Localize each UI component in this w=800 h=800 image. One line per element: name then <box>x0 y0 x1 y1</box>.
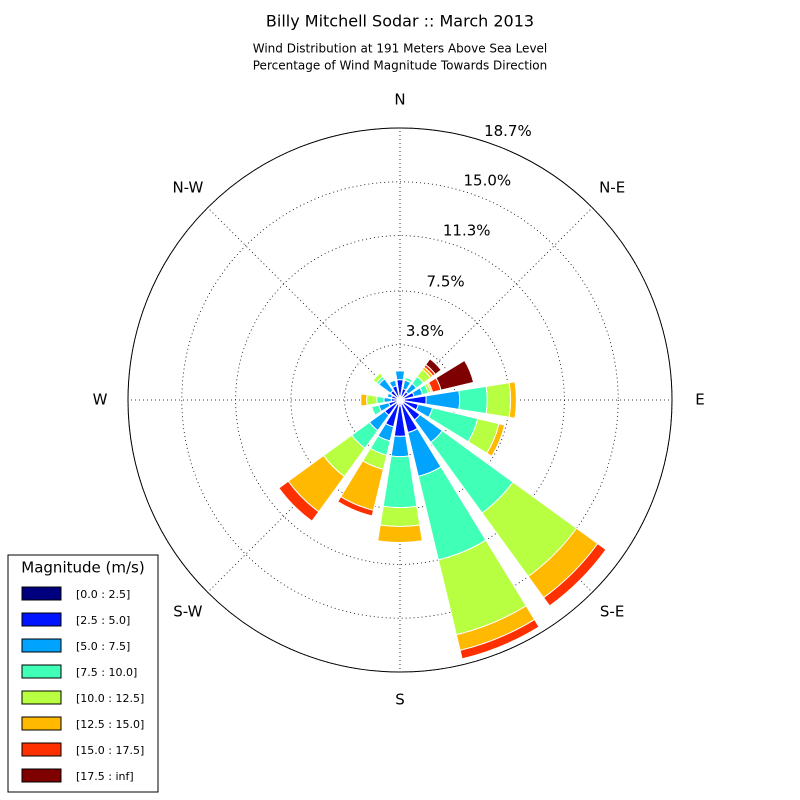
legend-label: [7.5 : 10.0] <box>76 666 137 679</box>
wedge-segment <box>394 370 406 381</box>
direction-label: S-W <box>173 603 202 621</box>
direction-label: N <box>394 91 405 109</box>
legend-swatch <box>21 612 62 627</box>
wedge-segment <box>383 396 392 404</box>
legend-swatch <box>21 742 62 757</box>
grid-circle <box>181 181 619 619</box>
wedge-segment <box>424 358 442 376</box>
direction-label: E <box>695 391 704 409</box>
chart-subtitle: Wind Distribution at 191 Meters Above Se… <box>253 42 548 56</box>
wedge-segment <box>379 505 421 527</box>
direction-label: N-E <box>599 178 625 196</box>
wedge-segment <box>371 404 383 416</box>
wedge-segment <box>366 394 378 406</box>
wedge-segment <box>485 382 512 418</box>
legend-label: [17.5 : inf] <box>76 770 134 783</box>
legend-label: [0.0 : 2.5] <box>76 588 130 601</box>
wedge-segment <box>376 395 385 405</box>
legend-label: [5.0 : 7.5] <box>76 640 130 653</box>
direction-label: S <box>395 691 405 709</box>
wedge-segment <box>386 392 394 399</box>
grid-circle <box>127 127 673 673</box>
direction-label: S-E <box>600 603 624 621</box>
legend-swatch <box>21 638 62 653</box>
r-tick-label: 15.0% <box>463 172 511 190</box>
legend-title: Magnitude (m/s) <box>21 559 144 577</box>
radial-grid-line <box>399 207 593 401</box>
legend-swatch <box>21 716 62 731</box>
legend-swatch <box>21 690 62 705</box>
legend-swatch <box>21 664 62 679</box>
wedge-segment <box>336 496 375 517</box>
r-tick-label: 11.3% <box>443 221 491 239</box>
wedge-segment <box>458 385 488 415</box>
legend-swatch <box>21 586 62 601</box>
legend-label: [10.0 : 12.5] <box>76 692 144 705</box>
wedge-segment <box>278 480 320 522</box>
wedge-segment <box>390 435 410 458</box>
legend-label: [12.5 : 15.0] <box>76 718 144 731</box>
legend-label: [2.5 : 5.0] <box>76 614 130 627</box>
legend: Magnitude (m/s) [0.0 : 2.5] [2.5 : 5.0] [5.… <box>7 554 159 793</box>
grid-circle <box>235 235 565 565</box>
chart-subtitle: Percentage of Wind Magnitude Towards Dir… <box>253 59 547 73</box>
polar-plot: 3.8% 7.5% 11.3% 15.0% 18.7% N N-E E S-E S S-W W N-W <box>93 91 705 709</box>
wedge-segment <box>486 423 506 457</box>
wedge-segment <box>542 542 607 607</box>
radial-grid-line <box>207 207 401 401</box>
wedge-segment <box>388 379 398 389</box>
r-tick-label: 18.7% <box>484 122 532 140</box>
direction-label: N-W <box>172 178 203 196</box>
wedge-segment <box>377 524 423 543</box>
legend-label: [15.0 : 17.5] <box>76 744 144 757</box>
legend-swatch <box>21 768 62 783</box>
wedge-segment <box>459 618 540 660</box>
r-tick-label: 7.5% <box>427 272 465 290</box>
wedge-segment <box>372 372 384 384</box>
wedge-segment <box>360 393 368 407</box>
wedge-segment <box>435 359 475 391</box>
wedge-segment <box>508 381 517 419</box>
r-tick-label: 3.8% <box>406 322 444 340</box>
wedge-segment <box>404 376 413 384</box>
chart-title: Billy Mitchell Sodar :: March 2013 <box>266 12 534 31</box>
direction-label: W <box>93 391 108 409</box>
